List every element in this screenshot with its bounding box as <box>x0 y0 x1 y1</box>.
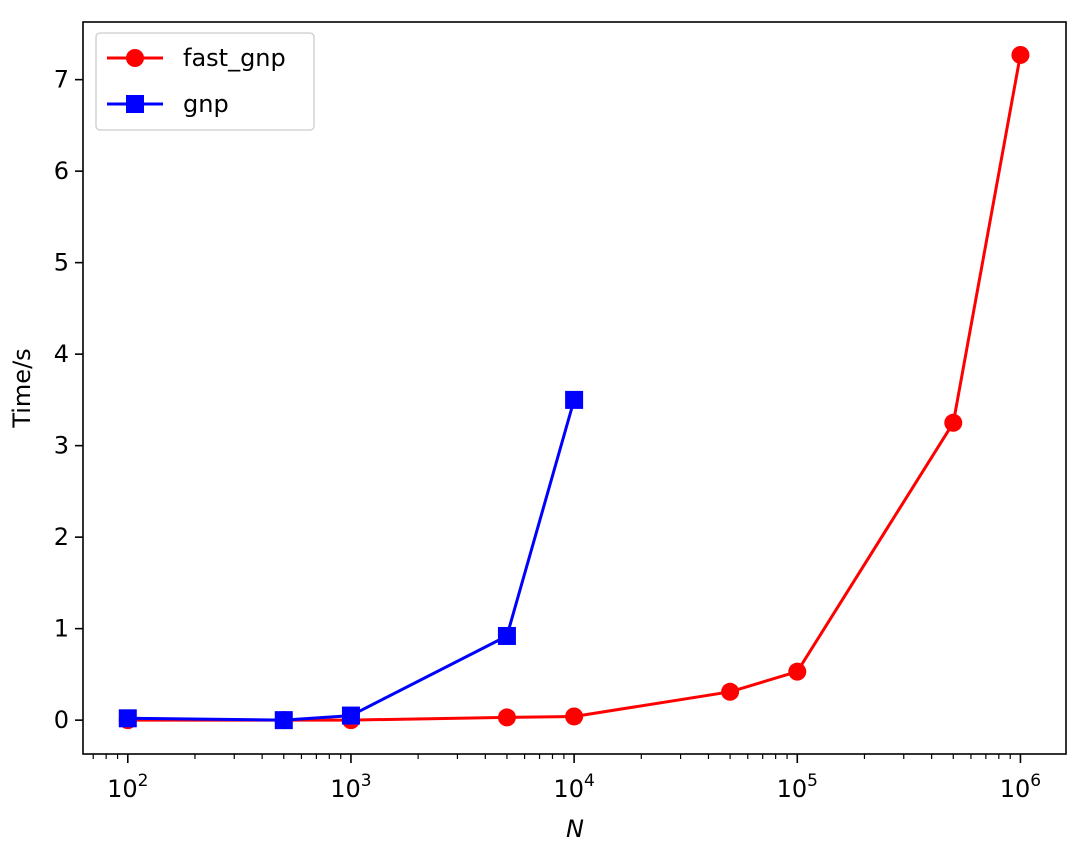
y-axis-label: Time/s <box>8 348 36 428</box>
y-tick-label: 2 <box>54 523 69 551</box>
legend-label-gnp: gnp <box>183 90 229 118</box>
y-tick-label: 7 <box>54 66 69 94</box>
x-tick-label: 104 <box>553 771 594 803</box>
y-tick-label: 6 <box>54 157 69 185</box>
y-tick-label: 5 <box>54 249 69 277</box>
legend-label-fast-gnp: fast_gnp <box>183 44 286 72</box>
data-point-fast-gnp <box>497 708 516 727</box>
x-tick-label: 106 <box>1000 771 1041 803</box>
y-tick-label: 1 <box>54 615 69 643</box>
series-layer <box>118 45 1030 730</box>
plot-area <box>83 22 1066 754</box>
x-tick-label: 105 <box>777 771 818 803</box>
data-point-fast-gnp <box>788 662 807 681</box>
data-point-fast-gnp <box>1011 45 1030 64</box>
legend-marker-fast-gnp <box>126 49 144 67</box>
data-point-gnp <box>274 711 293 730</box>
plot-frame <box>82 21 1067 755</box>
x-axis-ticks: 102 103 104 105 106 <box>92 754 1041 803</box>
data-point-fast-gnp <box>565 707 584 726</box>
legend: fast_gnp gnp <box>95 32 315 131</box>
y-tick-label: 4 <box>54 340 69 368</box>
legend-marker-gnp <box>126 95 144 113</box>
x-tick-label: 102 <box>107 771 148 803</box>
x-tick-label: 103 <box>330 771 371 803</box>
data-point-gnp <box>118 709 137 728</box>
y-tick-label: 3 <box>54 432 69 460</box>
data-point-gnp <box>497 626 516 645</box>
data-point-fast-gnp <box>721 682 740 701</box>
y-axis-ticks: 0 1 2 3 4 5 6 7 <box>54 66 83 734</box>
data-point-gnp <box>341 706 360 725</box>
y-tick-label: 0 <box>54 706 69 734</box>
data-point-fast-gnp <box>944 413 963 432</box>
x-axis-label: N <box>566 815 584 843</box>
data-point-gnp <box>565 390 584 409</box>
